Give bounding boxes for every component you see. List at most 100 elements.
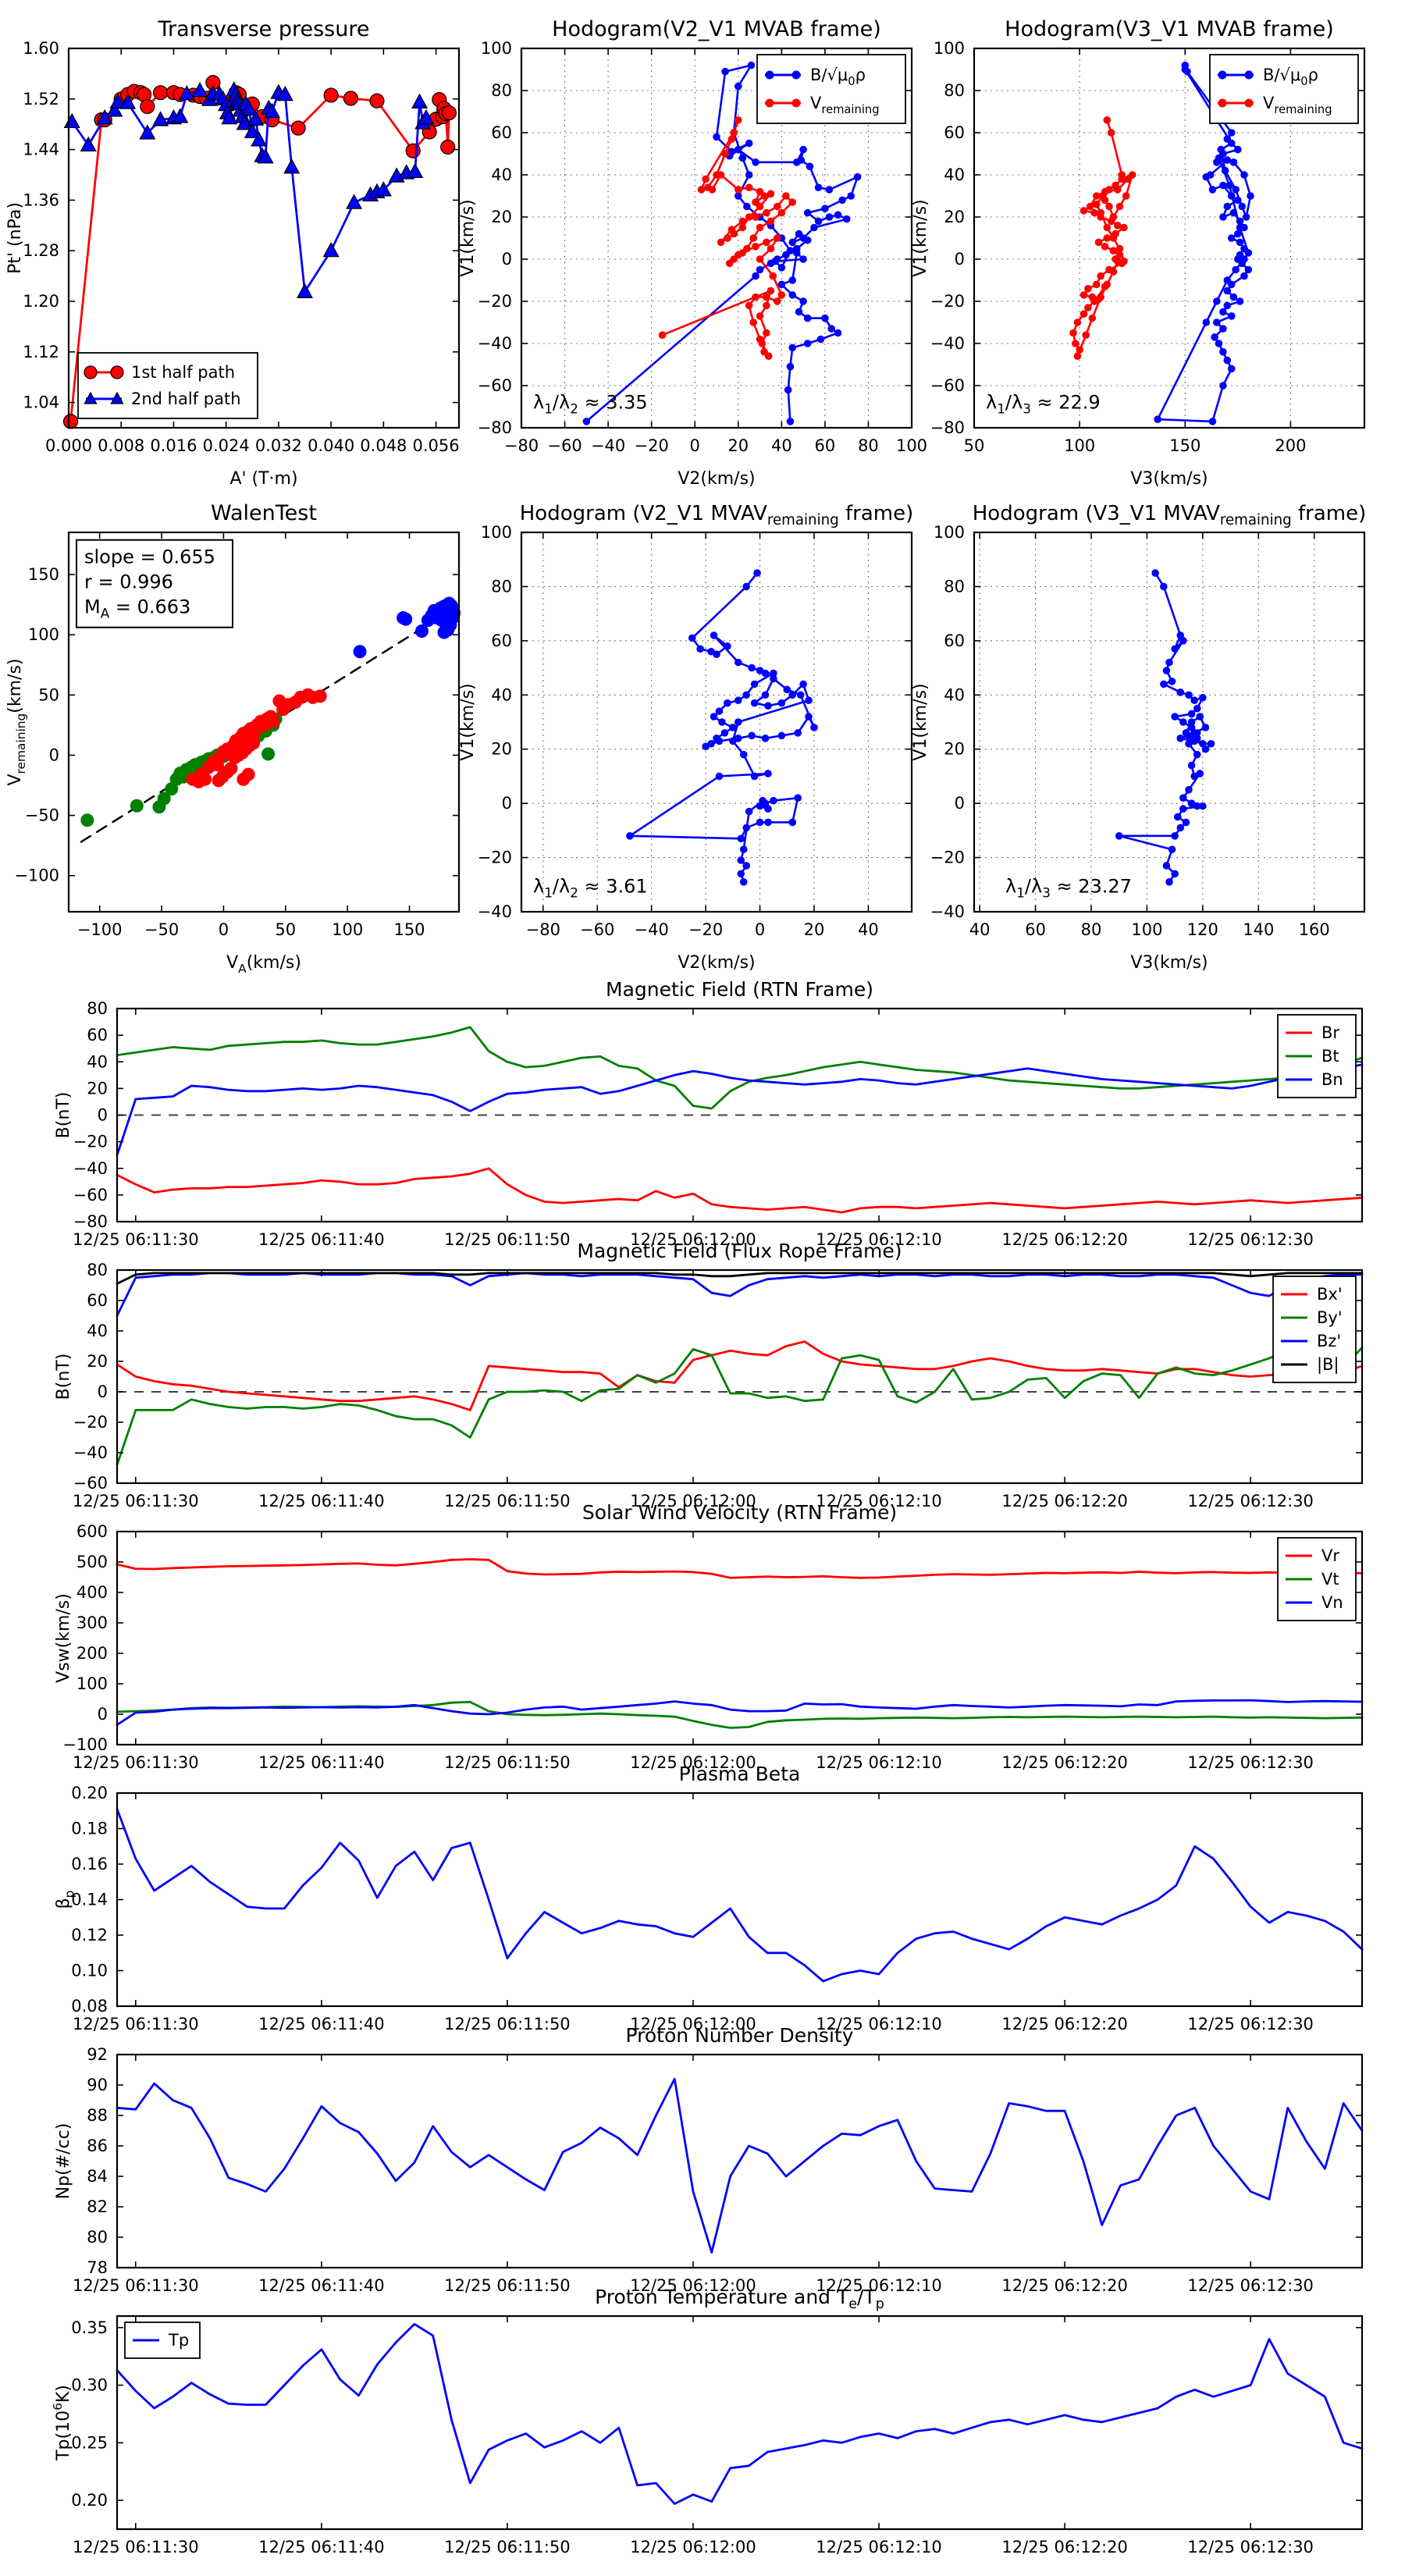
x-tick-label: 40	[771, 436, 792, 455]
y-axis-label: B(nT)	[54, 1092, 73, 1139]
x-tick-label: 12/25 06:12:30	[1187, 1753, 1314, 1772]
y-tick-label: 0.20	[71, 2491, 108, 2510]
y-tick-label: 82	[87, 2197, 108, 2216]
x-tick-label: 150	[393, 920, 425, 939]
x-tick-label: −40	[635, 920, 669, 939]
x-tick-label: 12/25 06:11:40	[258, 1492, 385, 1510]
y-tick-label: 600	[76, 1522, 108, 1541]
y-tick-label: 60	[944, 123, 965, 142]
legend-label: Bn	[1321, 1070, 1343, 1089]
x-tick-label: 100	[1064, 436, 1095, 455]
y-tick-label: 80	[87, 1261, 108, 1279]
x-tick-label: 60	[1025, 920, 1046, 939]
x-tick-label: 100	[1131, 920, 1162, 939]
y-tick-label: 1.60	[23, 39, 59, 58]
y-tick-label: 0	[955, 794, 965, 813]
legend-label: Vremaining	[1263, 94, 1332, 116]
series-By'	[116, 1346, 1364, 1467]
legend-label: B/√μ0ρ	[1263, 66, 1318, 88]
legend-label: Bx'	[1317, 1285, 1343, 1304]
x-tick-label: 12/25 06:11:50	[444, 2276, 571, 2295]
y-tick-label: 0.18	[71, 1820, 108, 1838]
x-tick-label: 0.008	[98, 436, 144, 455]
x-tick-label: 12/25 06:12:10	[816, 2015, 942, 2033]
panel-title: Hodogram(V3_V1 MVAB frame)	[1005, 17, 1334, 41]
x-tick-label: 100	[332, 920, 363, 939]
y-tick-label: 20	[87, 1079, 108, 1098]
y-tick-label: 0.08	[71, 1997, 108, 2016]
y-tick-label: −40	[73, 1443, 108, 1462]
x-tick-label: 0	[755, 920, 765, 939]
y-axis-label: V1(km/s)	[911, 199, 930, 276]
annotation: λ1/λ2 ≈ 3.35	[533, 392, 648, 417]
x-tick-label: −60	[580, 920, 614, 939]
x-tick-label: 12/25 06:11:30	[73, 1492, 199, 1510]
x-tick-label: 12/25 06:12:00	[630, 1230, 756, 1249]
x-tick-label: 0	[219, 920, 229, 939]
x-tick-label: −80	[504, 436, 539, 455]
x-tick-label: 0.056	[413, 436, 460, 455]
legend-label: |B|	[1317, 1355, 1339, 1375]
y-tick-label: 100	[934, 523, 965, 542]
mag-field-rtn-svg: 12/25 06:11:30 12/25 06:11:40 12/25 06:11:…	[54, 978, 1364, 1249]
panel-transverse-pressure: 0.000 0.008 0.016 0.024 0.032 0.040 0.048 0.056…	[5, 5, 482, 511]
y-tick-label: 60	[87, 1026, 108, 1044]
series-Bt	[116, 1026, 1364, 1110]
x-tick-label: 20	[727, 436, 749, 455]
x-tick-label: 12/25 06:11:40	[258, 2538, 385, 2556]
series-fit	[80, 607, 455, 843]
y-tick-label: 84	[87, 2167, 108, 2186]
y-tick-label: 20	[87, 1352, 108, 1371]
y-tick-label: 0	[98, 1382, 108, 1401]
y-tick-label: 0.20	[71, 1784, 108, 1802]
y-tick-label: −20	[73, 1413, 108, 1432]
y-tick-label: 20	[944, 208, 965, 226]
legend-label: Bt	[1321, 1047, 1339, 1066]
legend-label: Br	[1321, 1023, 1339, 1042]
y-tick-label: 40	[491, 165, 512, 184]
x-tick-label: 12/25 06:12:30	[1187, 2276, 1314, 2295]
y-tick-label: −20	[478, 292, 512, 311]
y-tick-label: −80	[73, 1212, 108, 1231]
y-tick-label: −40	[73, 1159, 108, 1178]
x-tick-label: 0.000	[45, 436, 92, 455]
y-axis-label: V1(km/s)	[911, 683, 930, 760]
y-tick-label: −100	[14, 866, 59, 885]
y-tick-label: 0.25	[71, 2433, 108, 2452]
y-tick-label: 0	[98, 1106, 108, 1125]
y-tick-label: 60	[491, 123, 512, 142]
y-tick-label: −40	[478, 334, 512, 353]
series-Br	[116, 1167, 1364, 1214]
series-Vr	[116, 1558, 1364, 1579]
y-tick-label: 20	[944, 740, 965, 759]
x-tick-label: 12/25 06:12:30	[1187, 1492, 1314, 1510]
x-tick-label: 12/25 06:12:20	[1001, 2538, 1128, 2556]
x-axis-label: V2(km/s)	[678, 953, 755, 973]
y-tick-label: −20	[478, 849, 512, 867]
y-tick-label: 1.28	[23, 241, 59, 260]
panel-solar-wind-velocity: 12/25 06:11:30 12/25 06:11:40 12/25 06:11:…	[16, 1483, 1378, 1799]
y-tick-label: −40	[930, 902, 965, 921]
annotation: λ1/λ3 ≈ 22.9	[986, 392, 1101, 417]
solar-wind-velocity-svg: 12/25 06:11:30 12/25 06:11:40 12/25 06:11:…	[54, 1501, 1364, 1772]
stats-line: MA = 0.663	[84, 596, 190, 621]
y-tick-label: 40	[491, 685, 512, 704]
x-tick-label: 12/25 06:11:40	[258, 2276, 385, 2295]
panel-title: Plasma Beta	[679, 1763, 801, 1785]
y-tick-label: −60	[73, 1186, 108, 1204]
legend: B/√μ0ρ Vremaining	[756, 54, 906, 124]
annotation: λ1/λ2 ≈ 3.61	[533, 876, 648, 901]
y-tick-label: 1.20	[23, 292, 59, 311]
series-Tp	[116, 2322, 1364, 2505]
y-tick-label: 0	[98, 1705, 108, 1724]
mag-field-flux-rope-svg: 12/25 06:11:30 12/25 06:11:40 12/25 06:11:…	[54, 1240, 1364, 1510]
y-tick-label: 300	[76, 1614, 108, 1632]
panel-plasma-beta: 12/25 06:11:30 12/25 06:11:40 12/25 06:11:…	[16, 1745, 1378, 2061]
y-tick-label: 400	[76, 1583, 108, 1602]
y-tick-label: 80	[944, 577, 965, 596]
x-tick-label: 12/25 06:11:50	[444, 2538, 571, 2556]
x-tick-label: 12/25 06:11:50	[444, 1753, 571, 1772]
series-|B|	[116, 1272, 1364, 1285]
series-Vn	[116, 1699, 1364, 1727]
y-tick-label: 86	[87, 2137, 108, 2155]
